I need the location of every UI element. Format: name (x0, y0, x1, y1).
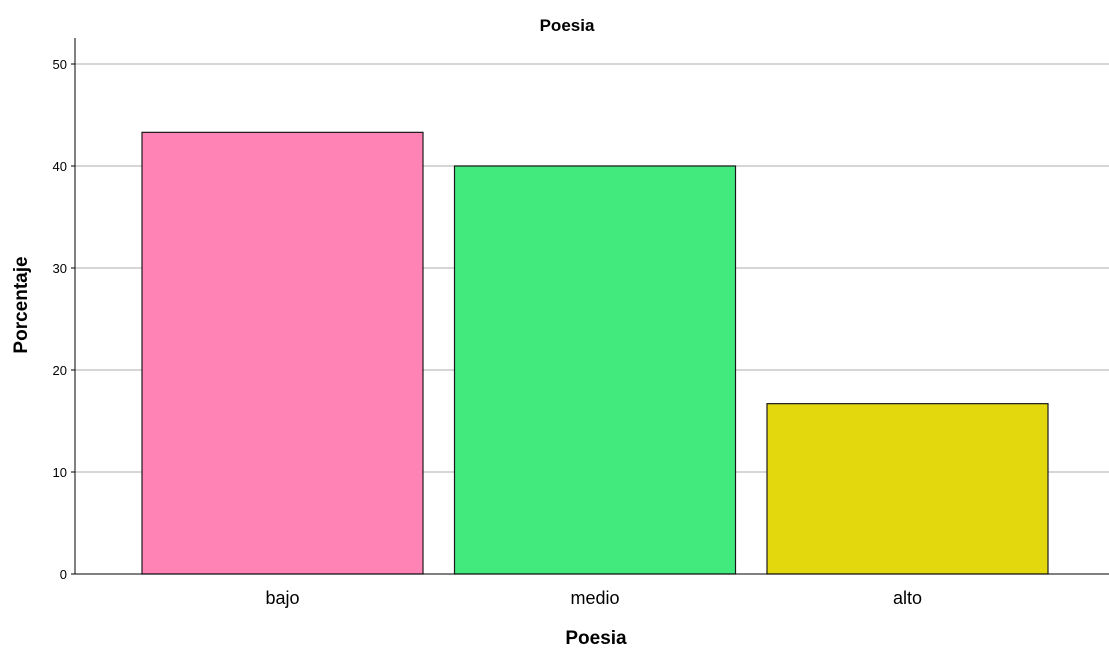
y-tick-label: 20 (53, 363, 67, 378)
y-tick-label: 30 (53, 261, 67, 276)
y-axis-label: Porcentaje (11, 256, 32, 353)
y-tick-label: 40 (53, 159, 67, 174)
y-tick-labels: 0 10 20 30 40 50 (53, 57, 75, 582)
axes (74, 38, 1109, 575)
x-tick-label-bajo: bajo (265, 588, 299, 608)
y-tick-label: 50 (53, 57, 67, 72)
x-category-labels: bajo medio alto (265, 588, 922, 608)
bar-medio (453, 165, 737, 575)
y-tick-label: 10 (53, 465, 67, 480)
bar-alto (766, 403, 1049, 575)
bar-bajo (141, 131, 424, 575)
x-tick-label-alto: alto (893, 588, 922, 608)
x-tick-label-medio: medio (570, 588, 619, 608)
chart-title: Poesia (540, 16, 595, 35)
x-axis-label: Poesia (565, 628, 627, 648)
bars (141, 131, 1049, 575)
y-tick-label: 0 (60, 567, 67, 582)
